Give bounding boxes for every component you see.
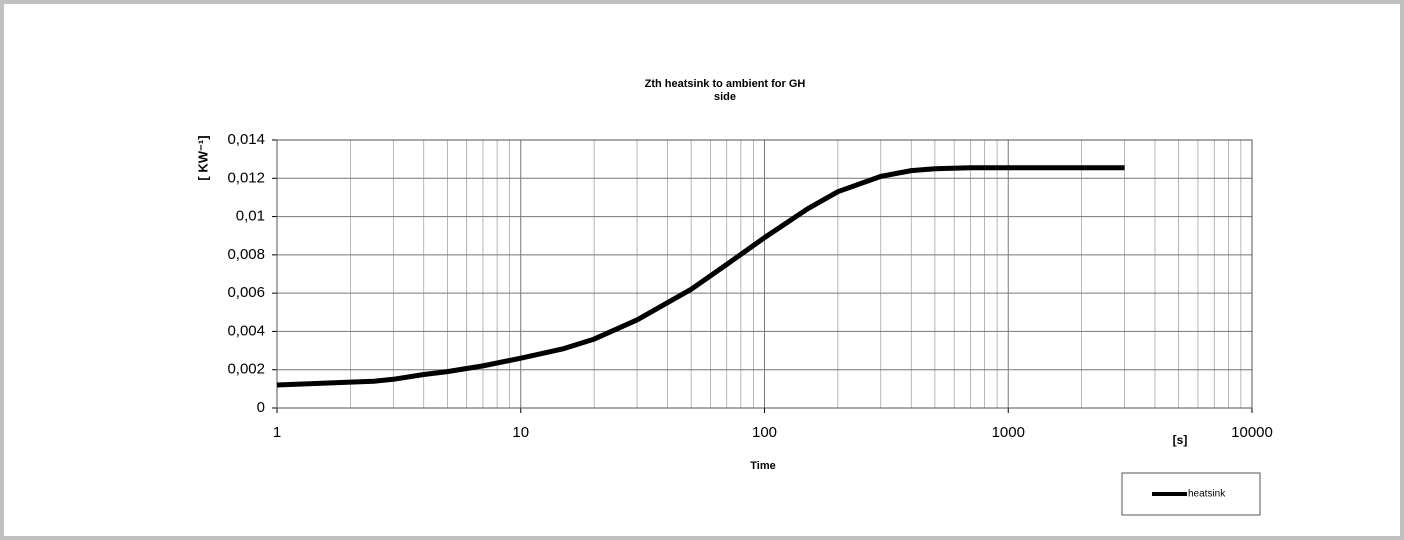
x-tick-label: 10 [512,424,529,441]
x-tick-label: 1 [273,424,281,441]
x-tick-label: 1000 [992,424,1025,441]
legend-label: heatsink [1188,489,1226,500]
chart-title: side [714,91,736,103]
y-tick-label: 0,004 [227,322,265,339]
x-tick-label: 100 [752,424,777,441]
x-tick-label: 10000 [1231,424,1273,441]
legend-box [1121,472,1261,516]
y-tick-label: 0,008 [227,246,265,263]
y-tick-label: 0,01 [236,208,265,225]
y-tick-label: 0,014 [227,131,265,148]
chart-title: Zth heatsink to ambient for GH [645,78,806,90]
y-tick-label: 0,002 [227,361,265,378]
annotation: [s] [1173,433,1188,447]
y-tick-label: 0,006 [227,284,265,301]
line [276,165,1125,388]
y-tick-label: 0 [257,399,265,416]
y-tick-label: 0,012 [227,169,265,186]
y-axis-label: [ KW⁻¹] [195,135,210,180]
plot-border [276,139,1253,409]
x-axis-label: Time [750,460,775,472]
